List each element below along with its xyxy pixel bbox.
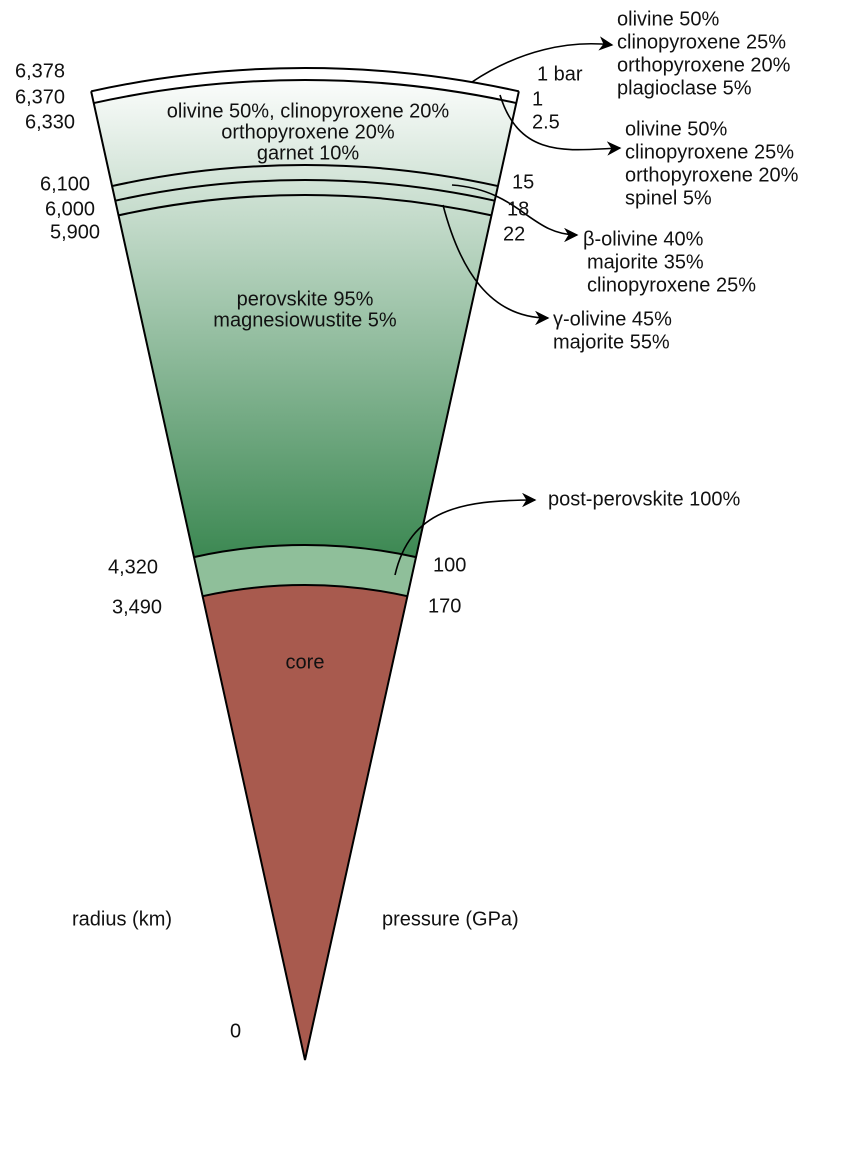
edge (90, 91, 520, 1061)
pressure-label: 15 (512, 171, 534, 193)
arrow (499, 94, 622, 156)
radius-label: 6,370 (15, 86, 65, 108)
arrow (442, 204, 550, 326)
radius-label: 6,100 (40, 173, 90, 195)
callout-text: clinopyroxene 25% (625, 141, 794, 163)
d-layer (193, 545, 417, 597)
pressure-label: 170 (428, 595, 461, 617)
pressure-label: 18 (507, 198, 529, 220)
radius-label: 0 (230, 1020, 241, 1042)
callout-text: clinopyroxene 25% (617, 31, 786, 53)
arrow (451, 184, 579, 243)
arrow (394, 492, 537, 576)
callout-text: majorite 55% (553, 331, 670, 353)
radius-label: 6,000 (45, 198, 95, 220)
crust (91, 68, 519, 104)
boundary (93, 79, 517, 105)
pressure-label: 22 (503, 223, 525, 245)
callout-text: orthopyroxene 20% (625, 164, 799, 186)
callout-text: plagioclase 5% (617, 77, 752, 99)
radius-label: 6,330 (25, 111, 75, 133)
boundary (193, 543, 417, 559)
pressure-label: 100 (433, 554, 466, 576)
radius-label: 5,900 (50, 221, 100, 243)
callout-text: olivine 50% (617, 8, 720, 30)
callout-text: post-perovskite 100% (548, 488, 741, 510)
boundary (118, 194, 492, 217)
callout-text: majorite 35% (587, 251, 704, 273)
pressure-label: 1 bar (537, 63, 583, 85)
callout-text: olivine 50% (625, 118, 728, 140)
axis-label: pressure (GPa) (382, 908, 519, 930)
arrow (471, 36, 614, 83)
layer-composition: olivine 50%, clinopyroxene 20% (167, 100, 450, 122)
layer-composition: garnet 10% (257, 142, 360, 164)
radius-label: 4,320 (108, 556, 158, 578)
pressure-label: 1 (532, 88, 543, 110)
radius-label: 3,490 (112, 596, 162, 618)
callout-text: orthopyroxene 20% (617, 54, 791, 76)
callout-text: β-olivine 40% (583, 228, 704, 250)
axis-label: radius (km) (72, 908, 172, 930)
callout-text: γ-olivine 45% (553, 308, 672, 330)
layer-composition: magnesiowustite 5% (213, 309, 397, 331)
layer-composition: orthopyroxene 20% (221, 121, 395, 143)
boundary (202, 584, 408, 598)
callout-text: clinopyroxene 25% (587, 274, 756, 296)
boundary (90, 67, 520, 93)
core (202, 585, 408, 1060)
boundary (111, 163, 499, 188)
mantle (91, 68, 519, 597)
layer-composition: core (286, 651, 325, 673)
pressure-label: 2.5 (532, 111, 560, 133)
boundary (115, 179, 495, 202)
wedge (90, 67, 520, 1061)
radius-label: 6,378 (15, 60, 65, 82)
callout-text: spinel 5% (625, 187, 712, 209)
layer-composition: perovskite 95% (237, 288, 374, 310)
